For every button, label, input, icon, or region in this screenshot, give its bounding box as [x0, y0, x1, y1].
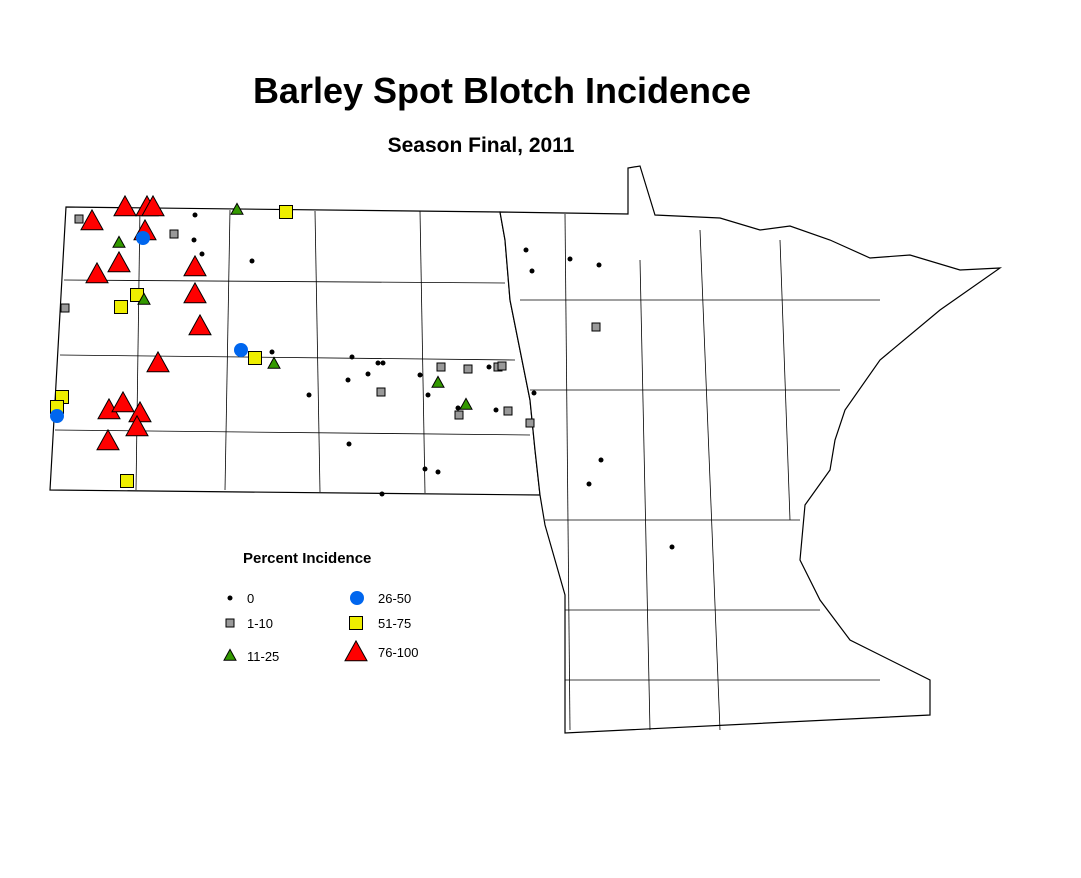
- site-marker-1-10: [169, 229, 179, 239]
- site-marker-0: [349, 354, 355, 360]
- north-dakota-outline: [49, 206, 541, 496]
- site-marker-76-100: [188, 313, 212, 336]
- site-marker-0: [192, 212, 198, 218]
- site-marker-76-100: [183, 254, 207, 277]
- legend-symbols: [223, 591, 368, 662]
- site-marker-11-25: [230, 202, 244, 215]
- site-marker-0: [435, 469, 441, 475]
- county-line: [224, 209, 231, 491]
- site-marker-0: [346, 441, 352, 447]
- map-subtitle: Season Final, 2011: [387, 134, 575, 157]
- site-marker-11-25: [459, 397, 473, 410]
- legend-symbol-1-10: [225, 618, 235, 628]
- site-marker-0: [596, 262, 602, 268]
- site-marker-11-25: [112, 235, 126, 248]
- legend-symbol-11-25: [223, 648, 237, 661]
- site-marker-0: [455, 405, 461, 411]
- legend-symbol-51-75: [349, 616, 363, 630]
- site-marker-26-50: [234, 343, 248, 357]
- county-line: [314, 210, 321, 493]
- county-line: [779, 239, 791, 521]
- legend-symbol-76-100: [344, 639, 368, 662]
- site-marker-0: [306, 392, 312, 398]
- site-marker-0: [375, 360, 381, 366]
- legend-label-1-10: 1-10: [247, 616, 274, 631]
- site-marker-1-10: [497, 361, 507, 371]
- site-marker-1-10: [503, 406, 513, 416]
- site-marker-26-50: [50, 409, 64, 423]
- site-marker-0: [249, 258, 255, 264]
- legend-label-51-75: 51-75: [378, 616, 412, 631]
- site-marker-0: [531, 390, 537, 396]
- site-marker-0: [417, 372, 423, 378]
- site-marker-76-100: [125, 414, 149, 437]
- site-marker-76-100: [146, 350, 170, 373]
- site-marker-1-10: [591, 322, 601, 332]
- site-marker-51-75: [248, 351, 262, 365]
- site-marker-1-10: [60, 303, 70, 313]
- site-marker-76-100: [141, 194, 165, 217]
- site-marker-1-10: [454, 410, 464, 420]
- county-line: [639, 259, 651, 731]
- legend-symbol-0: [227, 595, 233, 601]
- site-marker-0: [422, 466, 428, 472]
- site-marker-0: [486, 364, 492, 370]
- site-marker-1-10: [376, 387, 386, 397]
- site-marker-76-100: [85, 261, 109, 284]
- site-marker-76-100: [80, 208, 104, 231]
- county-lines: [54, 207, 880, 731]
- map-title: Barley Spot Blotch Incidence: [252, 70, 752, 111]
- site-marker-0: [191, 237, 197, 243]
- site-marker-0: [425, 392, 431, 398]
- site-marker-0: [493, 407, 499, 413]
- site-marker-76-100: [111, 390, 135, 413]
- legend-label-11-25: 11-25: [247, 649, 280, 664]
- site-marker-26-50: [136, 231, 150, 245]
- legend-label-0: 0: [247, 591, 255, 606]
- site-marker-11-25: [137, 292, 151, 305]
- site-marker-76-100: [113, 194, 137, 217]
- site-marker-0: [567, 256, 573, 262]
- site-marker-0: [269, 349, 275, 355]
- county-line: [699, 229, 721, 731]
- site-marker-1-10: [525, 418, 535, 428]
- legend-title: Percent Incidence: [243, 550, 372, 567]
- site-marker-0: [380, 360, 386, 366]
- minnesota-outline: [499, 165, 1003, 734]
- site-marker-0: [598, 457, 604, 463]
- legend-symbol-26-50: [350, 591, 364, 605]
- site-marker-0: [529, 268, 535, 274]
- site-marker-51-75: [120, 474, 134, 488]
- legend-label-26-50: 26-50: [378, 591, 412, 606]
- site-marker-1-10: [74, 214, 84, 224]
- site-marker-76-100: [183, 281, 207, 304]
- county-line: [135, 207, 141, 491]
- site-marker-51-75: [279, 205, 293, 219]
- site-marker-0: [669, 544, 675, 550]
- county-line: [419, 210, 426, 494]
- site-marker-11-25: [267, 356, 281, 369]
- site-marker-76-100: [107, 250, 131, 273]
- site-marker-0: [523, 247, 529, 253]
- site-marker-0: [379, 491, 385, 497]
- site-marker-1-10: [436, 362, 446, 372]
- site-marker-1-10: [463, 364, 473, 374]
- site-marker-11-25: [431, 375, 445, 388]
- site-marker-51-75: [114, 300, 128, 314]
- site-marker-0: [199, 251, 205, 257]
- county-line: [63, 279, 506, 284]
- site-marker-0: [345, 377, 351, 383]
- site-markers: [50, 194, 675, 550]
- site-marker-0: [365, 371, 371, 377]
- site-marker-0: [586, 481, 592, 487]
- county-line: [59, 354, 516, 361]
- site-marker-76-100: [96, 428, 120, 451]
- legend-label-76-100: 76-100: [378, 645, 419, 660]
